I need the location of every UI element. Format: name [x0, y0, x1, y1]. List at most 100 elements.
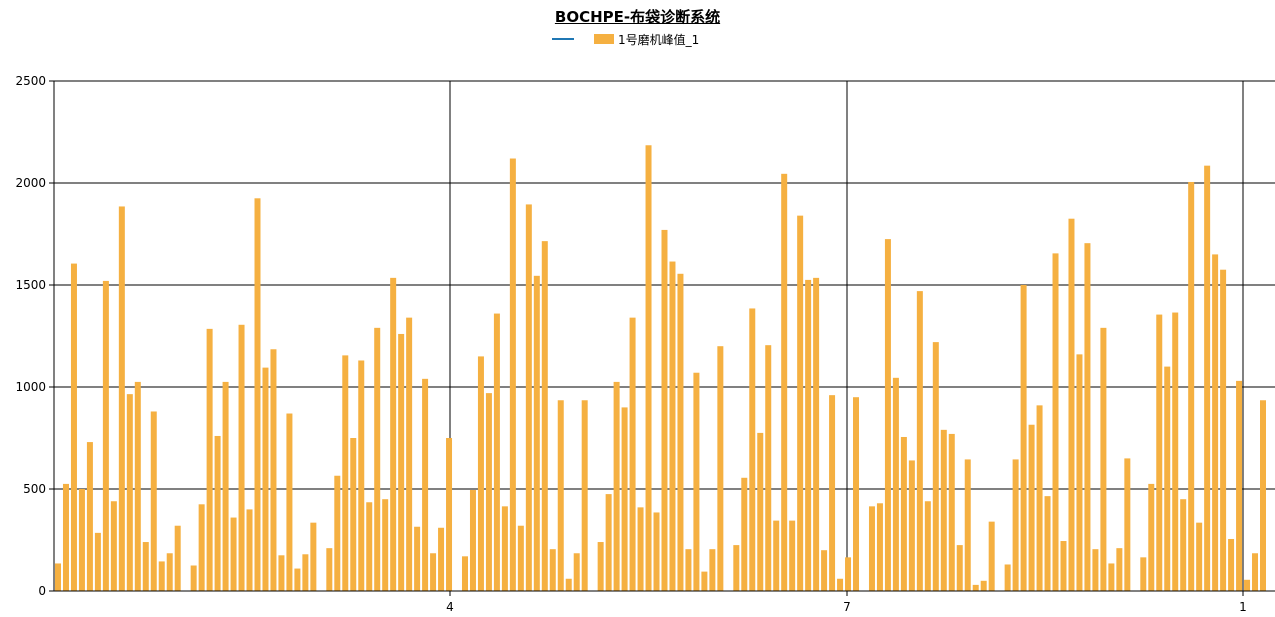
bar — [948, 433, 955, 591]
bar — [924, 501, 931, 591]
y-tick-label: 1000 — [15, 380, 46, 394]
bar — [1204, 165, 1211, 591]
bar — [525, 204, 532, 592]
bar — [1004, 564, 1011, 591]
bar — [166, 553, 173, 591]
bar — [174, 525, 181, 591]
x-tick-label: 1 — [1239, 600, 1247, 614]
bar — [1212, 254, 1219, 591]
bar — [485, 393, 492, 591]
bar — [717, 346, 724, 591]
bar — [821, 550, 828, 591]
bar — [1036, 405, 1043, 591]
bar — [102, 280, 109, 591]
bar — [605, 494, 612, 591]
bar — [797, 215, 804, 591]
bar — [1044, 496, 1051, 591]
bar — [900, 436, 907, 591]
bar — [565, 578, 572, 591]
bar — [55, 563, 61, 591]
bar — [286, 413, 293, 591]
legend: 1号磨机峰值_1 — [552, 31, 699, 47]
bar — [278, 555, 285, 591]
bar — [940, 429, 947, 591]
bar — [653, 512, 660, 591]
bar — [1180, 499, 1187, 591]
bar — [398, 333, 405, 591]
bar — [685, 549, 692, 591]
bar — [310, 522, 317, 591]
bar — [597, 542, 604, 591]
bar — [1244, 579, 1251, 591]
y-tick-label: 1500 — [15, 278, 46, 292]
bar — [645, 145, 652, 591]
bar — [980, 580, 987, 591]
bar — [150, 411, 157, 591]
bar — [757, 432, 764, 591]
x-tick-label: 7 — [843, 600, 851, 614]
bar — [1188, 181, 1195, 592]
bar — [1068, 218, 1075, 591]
bar — [916, 291, 923, 591]
bar — [613, 381, 620, 591]
bar — [501, 506, 508, 591]
bar — [158, 561, 165, 591]
bar — [214, 435, 221, 591]
bar — [629, 317, 636, 591]
bar — [406, 317, 413, 591]
bar — [573, 553, 580, 591]
bar — [845, 557, 852, 591]
bar — [118, 206, 125, 591]
bar — [334, 475, 341, 591]
bar — [469, 490, 476, 591]
bar — [198, 504, 205, 591]
bar — [581, 400, 588, 591]
bar — [422, 378, 429, 591]
bar — [829, 395, 836, 591]
y-tick-label: 2500 — [15, 74, 46, 88]
bar — [446, 438, 453, 591]
bar — [621, 407, 628, 591]
chart-title: BOCHPE-布袋诊断系统 — [554, 8, 721, 26]
bar — [1028, 424, 1035, 591]
bar — [294, 568, 301, 591]
bar — [254, 198, 261, 592]
bar — [837, 578, 844, 591]
legend-bar-label: 1号磨机峰值_1 — [618, 32, 700, 47]
bar — [1220, 269, 1227, 591]
bar — [374, 327, 381, 591]
bar — [1252, 553, 1259, 591]
bar — [517, 525, 524, 591]
bar — [366, 502, 373, 591]
bar — [805, 279, 812, 591]
x-tick-label: 4 — [446, 600, 454, 614]
bar — [549, 549, 556, 591]
bar — [701, 571, 708, 591]
bar — [1052, 253, 1059, 591]
bar — [350, 438, 357, 591]
bar — [1108, 563, 1115, 591]
bar — [461, 556, 468, 591]
bar — [78, 489, 85, 591]
bar — [956, 545, 963, 591]
bar — [94, 532, 101, 591]
bar — [781, 173, 788, 591]
bar — [430, 553, 437, 591]
bar — [964, 459, 971, 591]
bar — [661, 229, 668, 592]
bar — [126, 394, 133, 591]
bar — [868, 506, 875, 591]
bar — [1236, 380, 1243, 591]
bar — [533, 275, 540, 591]
y-tick-label: 2000 — [15, 176, 46, 190]
bar — [326, 548, 333, 591]
bar — [709, 549, 716, 591]
bar — [238, 324, 245, 591]
bar — [1020, 285, 1027, 591]
bar — [1084, 243, 1091, 591]
bar — [262, 367, 269, 591]
bar — [382, 499, 389, 591]
bar — [557, 400, 564, 591]
bar — [206, 328, 213, 591]
